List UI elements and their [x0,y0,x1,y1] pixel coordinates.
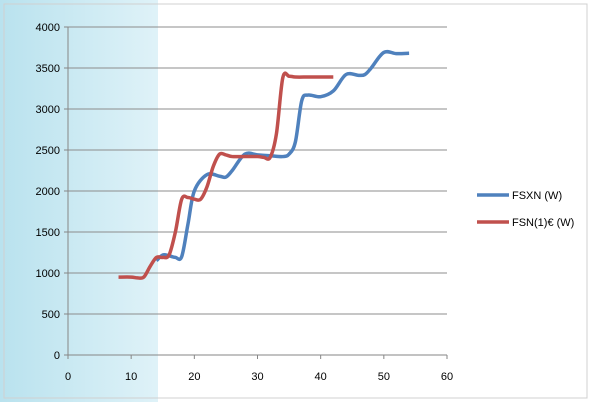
legend-label-2: FSN(1)€ (W) [512,217,574,229]
x-tick-label: 0 [65,371,71,383]
x-tick-label: 20 [188,371,200,383]
y-tick-label: 3000 [36,104,60,116]
x-tick-label: 50 [378,371,390,383]
legend: FSXN (W) FSN(1)€ (W) [477,190,574,229]
y-tick-label: 2000 [36,186,60,198]
y-tick-label: 3500 [36,63,60,75]
x-tick-label: 10 [125,371,137,383]
gridlines [68,26,447,315]
x-tick-label: 40 [315,371,327,383]
series-lines [118,49,410,280]
series-line-2 [118,71,334,280]
chart-frame [3,3,588,399]
y-tick-label: 1000 [36,268,60,280]
y-tick-label: 500 [42,309,60,321]
x-tick-label: 60 [441,371,453,383]
legend-label-1: FSXN (W) [512,190,562,202]
axes: 0 500 1000 1500 2000 2500 3000 3500 4000 0 10 20 30 4… [36,22,454,383]
y-tick-label: 4000 [36,22,60,34]
y-tick-label: 2500 [36,145,60,157]
x-tick-label: 30 [251,371,263,383]
y-tick-label: 1500 [36,227,60,239]
series-line-1 [155,49,410,262]
y-tick-label: 0 [54,350,60,362]
decorative-left-band [0,0,158,402]
